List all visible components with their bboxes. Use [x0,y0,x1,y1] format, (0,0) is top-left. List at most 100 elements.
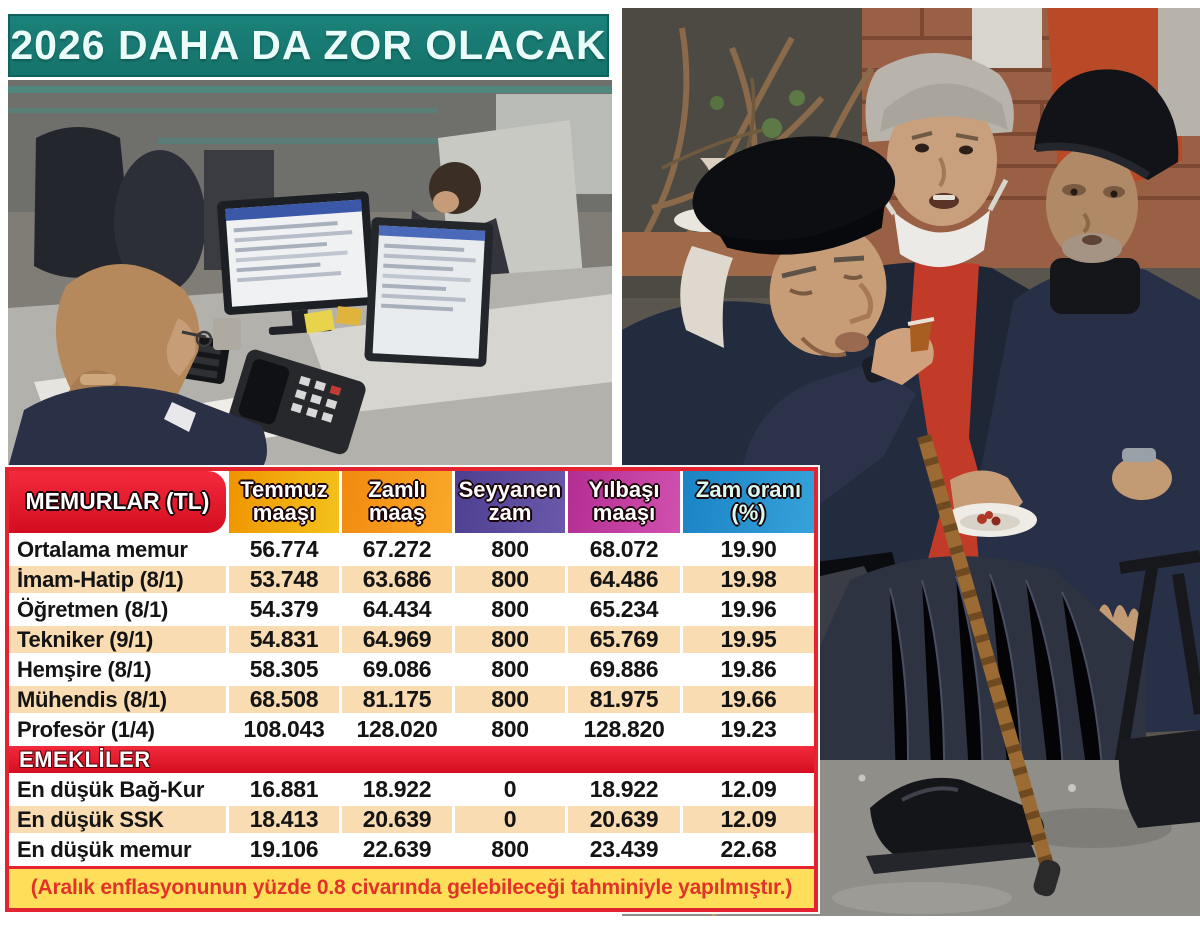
row-label: En düşük memur [9,836,226,863]
cell: 18.922 [568,776,680,803]
cell: 81.975 [568,686,680,713]
cell: 56.774 [229,536,339,563]
cell: 69.086 [342,656,452,683]
cell: 800 [455,836,565,863]
header-zamli-maas: Zamlı maaş [342,471,452,533]
foreground-worker [8,263,267,468]
table-row: En düşük memur 19.106 22.639 800 23.439 … [9,836,814,863]
cell: 16.881 [229,776,339,803]
headline-banner: 2026 DAHA DA ZOR OLACAK [8,14,609,77]
cell: 20.639 [568,806,680,833]
scan-artifact [8,86,612,93]
retirees-scene [622,8,1200,916]
beret [692,136,896,255]
table-row: Ortalama memur 56.774 67.272 800 68.072 … [9,536,814,563]
table-header-row: MEMURLAR (TL) Temmuz maaşı Zamlı maaş Se… [9,471,814,533]
cell: 64.486 [568,566,680,593]
salary-table: MEMURLAR (TL) Temmuz maaşı Zamlı maaş Se… [5,467,818,912]
tea-glass-icon [910,322,932,352]
cell: 54.831 [229,626,339,653]
collar [164,402,196,432]
nose [849,282,874,325]
cell: 68.072 [568,536,680,563]
cell: 19.23 [683,716,814,743]
cell: 128.020 [342,716,452,743]
cell: 800 [455,716,565,743]
row-label: Profesör (1/4) [9,716,226,743]
cell: 54.379 [229,596,339,623]
header-temmuz-maasi: Temmuz maaşı [229,471,339,533]
header-yilbasi-maasi: Yılbaşı maaşı [568,471,680,533]
office-scene [8,80,612,468]
cell: 58.305 [229,656,339,683]
retirees-section-bar: EMEKLİLER [9,746,814,773]
cell: 81.175 [342,686,452,713]
header-memurlar: MEMURLAR (TL) [9,471,226,533]
cell: 19.95 [683,626,814,653]
table-row: Profesör (1/4) 108.043 128.020 800 128.8… [9,716,814,743]
table-footnote: (Aralık enflasyonunun yüzde 0.8 civarınd… [9,866,814,908]
coat-on-chair [34,127,132,278]
shoe [870,777,1045,864]
table-row: Hemşire (8/1) 58.305 69.086 800 69.886 1… [9,656,814,683]
header-seyyanen-zam: Seyyanen zam [455,471,565,533]
table-row: Öğretmen (8/1) 54.379 64.434 800 65.234 … [9,596,814,623]
blazer [8,385,267,468]
row-label: Öğretmen (8/1) [9,596,226,623]
cell: 128.820 [568,716,680,743]
cell: 800 [455,536,565,563]
table-row: En düşük Bağ-Kur 16.881 18.922 0 18.922 … [9,776,814,803]
cell: 18.413 [229,806,339,833]
sticky-note [304,309,335,334]
cell: 67.272 [342,536,452,563]
cell: 69.886 [568,656,680,683]
cell: 68.508 [229,686,339,713]
cell: 12.09 [683,776,814,803]
glasses [181,330,207,339]
beanie [1034,69,1179,180]
row-label: En düşük SSK [9,806,226,833]
cell: 19.86 [683,656,814,683]
shoe [1118,730,1200,828]
cell: 64.969 [342,626,452,653]
cell: 23.439 [568,836,680,863]
white-hair [680,246,733,348]
office-workers-photo [8,80,612,468]
cell: 20.639 [342,806,452,833]
cell: 64.434 [342,596,452,623]
face [1046,146,1138,262]
cell: 0 [455,806,565,833]
turtleneck [1050,258,1140,314]
monitor [217,191,376,335]
cell: 18.922 [342,776,452,803]
row-label: Hemşire (8/1) [9,656,226,683]
row-label: Mühendis (8/1) [9,686,226,713]
cell: 800 [455,686,565,713]
header-zam-orani: Zam oranı (%) [683,471,814,533]
cell: 800 [455,566,565,593]
wristwatch [1122,448,1156,462]
table-row: İmam-Hatip (8/1) 53.748 63.686 800 64.48… [9,566,814,593]
cell: 19.106 [229,836,339,863]
cell: 22.68 [683,836,814,863]
headline-title: 2026 DAHA DA ZOR OLACAK [10,22,607,68]
cell: 19.90 [683,536,814,563]
table-row: Tekniker (9/1) 54.831 64.969 800 65.769 … [9,626,814,653]
table-row: En düşük SSK 18.413 20.639 0 20.639 12.0… [9,806,814,833]
row-label: Tekniker (9/1) [9,626,226,653]
cell: 0 [455,776,565,803]
cell: 53.748 [229,566,339,593]
walking-cane [917,434,1061,897]
cell: 63.686 [342,566,452,593]
row-label: Ortalama memur [9,536,226,563]
cell: 19.96 [683,596,814,623]
cell: 108.043 [229,716,339,743]
pursed-lips [835,332,869,352]
row-label: En düşük Bağ-Kur [9,776,226,803]
desk-phone [229,349,366,455]
cell: 19.66 [683,686,814,713]
monitor [364,217,494,367]
hair [55,263,200,406]
cell: 800 [455,656,565,683]
cell: 65.234 [568,596,680,623]
